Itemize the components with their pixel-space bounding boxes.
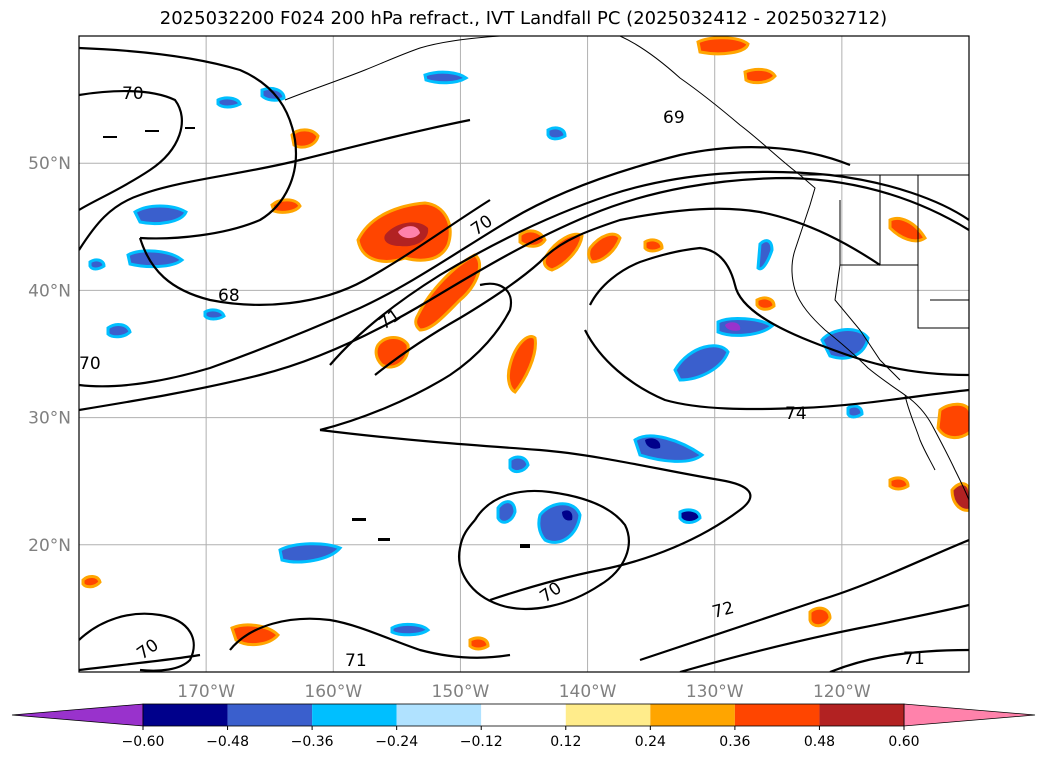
longitude-label: 140°W — [559, 682, 617, 702]
colorbar-extend-low — [11, 703, 144, 727]
longitude-labels: 170°W 160°W 150°W 140°W 130°W 120°W — [177, 682, 871, 702]
colorbar-tick-label: −0.24 — [375, 734, 418, 750]
negative-anomaly-patch — [390, 622, 431, 637]
negative-anomaly-patch — [133, 204, 188, 226]
latitude-labels: 50°N 40°N 30°N 20°N — [28, 154, 71, 556]
colorbar-tick-label: 0.60 — [888, 734, 919, 750]
negative-anomaly-patch — [278, 542, 343, 564]
colorbar — [11, 703, 1036, 727]
colorbar-tick-label: 0.24 — [635, 734, 666, 750]
negative-anomaly-patch — [756, 239, 774, 271]
positive-anomaly-patch — [506, 335, 537, 394]
negative-anomaly-patch — [88, 258, 106, 271]
colorbar-tick-label: 0.48 — [804, 734, 835, 750]
latitude-label: 50°N — [28, 154, 71, 174]
map-title: 2025032200 F024 200 hPa refract., IVT La… — [159, 8, 888, 29]
colorbar-segment — [143, 704, 228, 726]
negative-anomaly-patch — [678, 508, 702, 524]
negative-anomaly-patch — [203, 308, 226, 321]
positive-anomaly-patch — [696, 36, 750, 56]
negative-anomaly-patch — [126, 249, 185, 269]
positive-anomaly-patch — [414, 253, 481, 332]
negative-anomaly-patch — [725, 322, 741, 331]
negative-anomaly-patch — [645, 438, 661, 449]
positive-anomaly-patch — [374, 336, 410, 369]
colorbar-tick-label: −0.60 — [122, 734, 165, 750]
positive-anomaly-patch — [398, 226, 420, 239]
contour-label: 68 — [218, 286, 240, 306]
colorbar-segment — [396, 704, 482, 726]
longitude-label: 170°W — [177, 682, 235, 702]
colorbar-tick-labels: −0.60 −0.48 −0.36 −0.24 −0.12 0.12 0.24 0.36 0.4… — [122, 726, 920, 750]
longitude-label: 150°W — [432, 682, 490, 702]
negative-anomaly-patch — [423, 70, 469, 85]
map-content: 70 68 69 70 71 70 74 70 72 70 71 71 — [79, 36, 969, 672]
anomaly-patches — [81, 36, 969, 651]
colorbar-extend-high — [903, 703, 1036, 727]
positive-anomaly-patch — [643, 238, 664, 253]
negative-anomaly-patch — [106, 323, 132, 339]
colorbar-tick-label: −0.48 — [206, 734, 249, 750]
latitude-label: 40°N — [28, 281, 71, 301]
longitude-label: 120°W — [813, 682, 871, 702]
positive-anomaly-patch — [587, 232, 622, 264]
positive-anomaly-patch — [936, 402, 969, 439]
colorbar-frame — [142, 703, 905, 727]
coastlines — [284, 36, 969, 501]
island-markers — [103, 127, 530, 548]
colorbar-segment — [650, 704, 735, 726]
negative-anomaly-patch — [508, 455, 530, 474]
contour-label: 71 — [345, 651, 367, 671]
positive-anomaly-patch — [808, 606, 832, 628]
negative-anomaly-patch — [562, 510, 573, 521]
longitude-label: 130°W — [686, 682, 744, 702]
positive-anomaly-patch — [468, 636, 490, 651]
gridlines — [79, 36, 969, 672]
colorbar-segment — [481, 704, 566, 726]
latitude-label: 20°N — [28, 536, 71, 556]
positive-anomaly-patch — [755, 296, 776, 311]
contour-label: 69 — [663, 108, 685, 128]
colorbar-segment — [565, 704, 651, 726]
colorbar-tick-label: 0.36 — [719, 734, 750, 750]
colorbar-segment — [312, 704, 397, 726]
contour-label: 74 — [785, 404, 807, 424]
negative-anomaly-patch — [846, 404, 864, 419]
latitude-label: 30°N — [28, 409, 71, 429]
colorbar-tick-label: 0.12 — [550, 734, 581, 750]
colorbar-segment — [227, 704, 313, 726]
positive-anomaly-patch — [542, 232, 584, 272]
contour-lines — [79, 46, 969, 672]
positive-anomaly-patch — [290, 128, 320, 149]
positive-anomaly-patch — [81, 575, 102, 589]
colorbar-segment — [734, 704, 820, 726]
contour-label: 71 — [903, 649, 925, 669]
positive-anomaly-patch — [230, 623, 281, 647]
negative-anomaly-patch — [546, 126, 567, 141]
contour-label: 70 — [79, 354, 101, 374]
negative-anomaly-patch — [216, 96, 242, 109]
colorbar-segment — [819, 704, 904, 726]
colorbar-tick-label: −0.36 — [291, 734, 334, 750]
positive-anomaly-patch — [743, 67, 777, 85]
negative-anomaly-patch — [673, 344, 730, 382]
colorbar-tick-label: −0.12 — [460, 734, 503, 750]
negative-anomaly-patch — [496, 500, 517, 524]
contour-label: 70 — [122, 84, 144, 104]
positive-anomaly-patch — [888, 216, 928, 243]
positive-anomaly-patch — [888, 476, 910, 491]
map-frame — [78, 35, 970, 673]
positive-anomaly-patch — [518, 229, 547, 248]
longitude-label: 160°W — [304, 682, 362, 702]
